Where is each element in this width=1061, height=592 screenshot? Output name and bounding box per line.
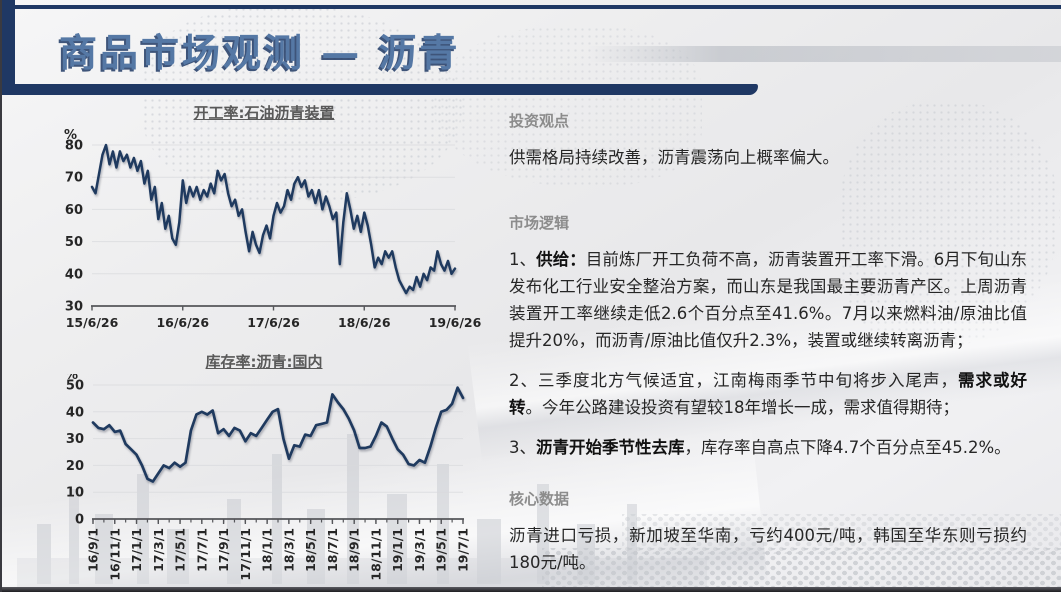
svg-text:40: 40 (66, 405, 84, 420)
svg-text:17/7/1: 17/7/1 (194, 528, 209, 572)
bottom-edge-bar (2, 587, 1061, 592)
svg-text:17/1/1: 17/1/1 (129, 528, 144, 572)
title-underline-bar (2, 84, 758, 95)
svg-text:16/6/26: 16/6/26 (156, 315, 209, 330)
swoosh-highlight (588, 46, 1061, 62)
svg-text:16/9/1: 16/9/1 (86, 528, 101, 572)
svg-text:20: 20 (66, 459, 84, 474)
chart-title: 库存率:沥青:国内 (205, 353, 323, 371)
page-title: 商品市场观测 — 沥青 (59, 31, 461, 75)
title-accent-bar (2, 0, 15, 95)
svg-text:19/1/1: 19/1/1 (390, 528, 405, 572)
chart-title: 开工率:石油沥青装置 (193, 104, 335, 122)
svg-text:0: 0 (75, 513, 84, 528)
svg-text:50: 50 (65, 235, 83, 250)
top-accent-line (2, 5, 1061, 9)
section-heading-viewpoint: 投资观点 (509, 112, 570, 130)
svg-text:70: 70 (65, 171, 83, 186)
core-data-section: 核心数据 沥青进口亏损，新加坡至华南，亏约400元/吨，韩国至华东则亏损约180… (509, 488, 1027, 576)
svg-text:18/11/1: 18/11/1 (368, 528, 383, 581)
svg-text:%: % (64, 128, 77, 143)
svg-text:19/3/1: 19/3/1 (412, 528, 427, 572)
svg-text:19/6/26: 19/6/26 (429, 315, 482, 330)
operating-rate-chart-canvas: 30 40 50 60 70 80% 15/6/26 16/6/26 17/6/26 18/6/2… (64, 128, 482, 330)
svg-text:18/1/1: 18/1/1 (260, 528, 275, 572)
svg-text:17/11/1: 17/11/1 (238, 528, 253, 581)
logic-item-inventory: 3、沥青开始季节性去库，库存率自高点下降4.7个百分点至45.2%。 (509, 438, 1011, 457)
svg-text:10: 10 (66, 486, 84, 501)
analysis-column: 投资观点 供需格局持续改善，沥青震荡向上概率偏大。 市场逻辑 1、供给：目前炼厂… (509, 110, 1027, 576)
svg-text:17/9/1: 17/9/1 (216, 528, 231, 572)
operating-rate-chart: 开工率:石油沥青装置 30 40 50 60 70 80% 15/6/26 16/6/26 17… (44, 102, 484, 337)
svg-text:18/6/26: 18/6/26 (338, 315, 391, 330)
logic-item-supply: 1、供给：目前炼厂开工负荷不高，沥青装置开工率下滑。6月下旬山东发布化工行业安全… (509, 250, 1028, 350)
svg-text:18/3/1: 18/3/1 (281, 528, 296, 572)
core-data-text: 沥青进口亏损，新加坡至华南，亏约400元/吨，韩国至华东则亏损约180元/吨。 (509, 526, 1027, 572)
svg-text:17/3/1: 17/3/1 (151, 528, 166, 572)
section-heading-core: 核心数据 (509, 490, 570, 508)
viewpoint-text: 供需格局持续改善，沥青震荡向上概率偏大。 (509, 148, 839, 167)
svg-text:30: 30 (66, 432, 84, 447)
section-heading-logic: 市场逻辑 (509, 214, 570, 232)
market-logic-list: 1、供给：目前炼厂开工负荷不高，沥青装置开工率下滑。6月下旬山东发布化工行业安全… (509, 246, 1027, 461)
svg-text:60: 60 (65, 203, 83, 218)
svg-text:%: % (65, 374, 78, 383)
svg-text:18/9/1: 18/9/1 (347, 528, 362, 572)
svg-text:40: 40 (65, 267, 83, 282)
svg-text:16/11/1: 16/11/1 (107, 528, 122, 581)
svg-text:17/6/26: 17/6/26 (247, 315, 300, 330)
svg-text:30: 30 (65, 300, 83, 315)
svg-text:19/5/1: 19/5/1 (434, 528, 449, 572)
svg-text:80: 80 (65, 139, 83, 154)
svg-text:18/7/1: 18/7/1 (325, 528, 340, 572)
svg-text:18/5/1: 18/5/1 (303, 528, 318, 572)
svg-text:19/7/1: 19/7/1 (456, 528, 471, 572)
svg-text:17/5/1: 17/5/1 (173, 528, 188, 572)
svg-text:50: 50 (66, 379, 84, 394)
inventory-rate-chart: 库存率:沥青:国内 0 10 20 30 40 50% 16/9/1 16/11/1 17/1/… (44, 351, 484, 592)
logic-item-demand: 2、三季度北方气候适宜，江南梅雨季节中旬将步入尾声，需求或好转。今年公路建设投资… (509, 371, 1027, 417)
svg-text:15/6/26: 15/6/26 (66, 315, 119, 330)
inventory-rate-chart-canvas: 0 10 20 30 40 50% 16/9/1 16/11/1 17/1/1 17/3/1 17/… (65, 368, 471, 581)
